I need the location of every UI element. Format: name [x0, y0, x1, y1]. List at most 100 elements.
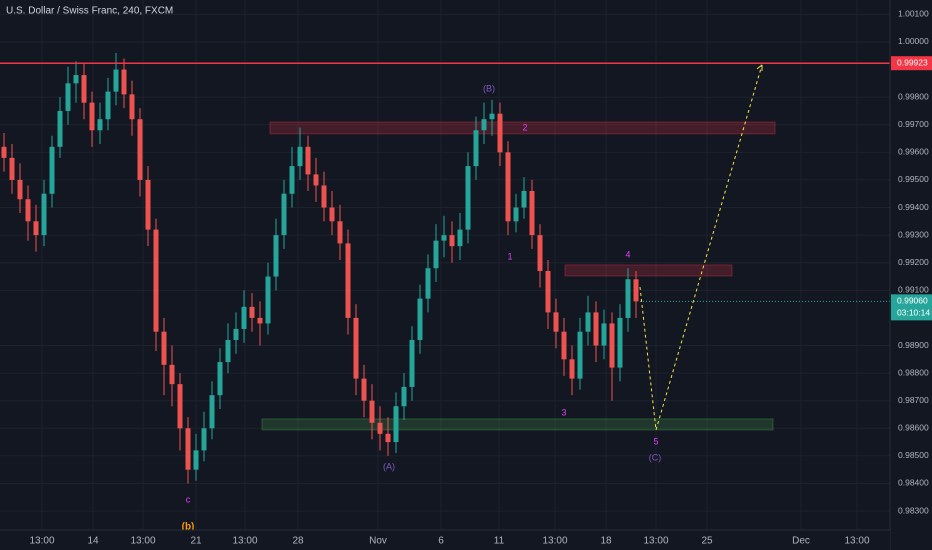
x-tick-label: 25 — [701, 536, 713, 547]
candle-body — [441, 235, 447, 241]
candle-body — [177, 384, 183, 429]
candle-body — [297, 146, 303, 167]
y-tick-label: 0.98300 — [898, 505, 929, 515]
x-tick-label: 13:00 — [130, 536, 155, 547]
candle-body — [137, 119, 143, 180]
candle-body — [537, 235, 543, 271]
candle-body — [17, 179, 23, 200]
candle-body — [97, 119, 103, 131]
y-tick-label: 0.98400 — [898, 478, 929, 488]
candle-body — [593, 312, 599, 346]
candle-body — [369, 400, 375, 423]
candle-body — [633, 279, 639, 302]
candle-body — [225, 339, 231, 363]
candle-body — [313, 174, 319, 186]
x-tick-label: 11 — [494, 536, 505, 547]
y-tick-label: 0.99700 — [898, 119, 929, 129]
y-tick-label: 0.99800 — [898, 91, 929, 101]
y-tick-label: 0.98600 — [898, 423, 929, 433]
candle-body — [409, 339, 415, 387]
candle-body — [345, 243, 351, 318]
candle-body — [9, 157, 15, 180]
candle-body — [585, 312, 591, 332]
candle-body — [465, 166, 471, 230]
x-tick-label: 13:00 — [232, 536, 257, 547]
candle-body — [553, 312, 559, 332]
candle-body — [41, 193, 47, 236]
candle-body — [25, 199, 31, 222]
candle-body — [401, 386, 407, 407]
candle-body — [489, 113, 495, 120]
candle-body — [377, 422, 383, 434]
candle-body — [193, 450, 199, 470]
candle-body — [185, 428, 191, 470]
candle-body — [161, 331, 167, 365]
x-tick-label: 28 — [292, 536, 304, 547]
wave-label: (B) — [483, 83, 495, 93]
candle-body — [105, 91, 111, 120]
x-tick-label: Nov — [369, 536, 387, 547]
candle-body — [601, 323, 607, 346]
candle-body — [545, 270, 551, 313]
y-tick-label: 0.98700 — [898, 395, 929, 405]
candle-body — [521, 190, 527, 208]
x-tick-label: 13:00 — [29, 536, 54, 547]
x-tick-label: 18 — [600, 536, 612, 547]
last-price-label: 0.99060 — [897, 296, 928, 306]
projection-path — [639, 64, 763, 431]
candle-body — [417, 298, 423, 340]
y-tick-label: 1.00100 — [898, 9, 929, 19]
candle-body — [129, 94, 135, 120]
candle-body — [81, 75, 87, 103]
candle-body — [57, 110, 63, 147]
candle-body — [209, 395, 215, 429]
y-tick-label: 1.00000 — [898, 36, 929, 46]
wave-label: c — [186, 494, 191, 504]
x-tick-label: 6 — [438, 536, 444, 547]
candle-body — [113, 69, 119, 92]
candle-body — [153, 229, 159, 332]
candle-body — [233, 328, 239, 340]
candle-body — [513, 207, 519, 222]
price-label: 0.99923 — [897, 57, 928, 67]
candle-body — [249, 306, 255, 318]
candle-body — [121, 69, 127, 95]
projection-arrow — [756, 64, 763, 71]
candle-body — [49, 146, 55, 194]
candle-body — [497, 113, 503, 153]
candle-body — [481, 119, 487, 131]
wave-label: 3 — [561, 407, 566, 417]
wave-label: 2 — [522, 122, 527, 132]
candle-body — [1, 146, 7, 158]
candle-body — [561, 331, 567, 360]
candle-body — [609, 323, 615, 368]
candle-body — [433, 240, 439, 269]
zone — [261, 418, 774, 431]
candle-body — [65, 83, 71, 111]
candle-body — [361, 378, 367, 401]
y-tick-label: 0.98800 — [898, 367, 929, 377]
zone — [564, 264, 733, 277]
candle-body — [145, 179, 151, 230]
last-price-box — [891, 294, 932, 321]
y-tick-label: 0.99600 — [898, 147, 929, 157]
zone — [269, 121, 776, 135]
countdown: 03:10:14 — [897, 308, 930, 318]
x-tick-label: 21 — [190, 536, 202, 547]
x-tick-label: 13:00 — [643, 536, 668, 547]
candle-body — [241, 306, 247, 329]
candle-body — [73, 75, 79, 84]
candle-body — [353, 317, 359, 379]
wave-label: 1 — [507, 251, 512, 261]
x-tick-label: 13:00 — [844, 536, 869, 547]
wave-label: 4 — [625, 249, 630, 259]
candle-body — [321, 185, 327, 208]
candle-body — [89, 102, 95, 131]
candle-body — [529, 190, 535, 236]
candle-body — [257, 317, 263, 324]
candle-body — [265, 276, 271, 324]
candle-body — [273, 235, 279, 277]
candle-body — [457, 229, 463, 247]
x-tick-label: 13:00 — [542, 536, 567, 547]
